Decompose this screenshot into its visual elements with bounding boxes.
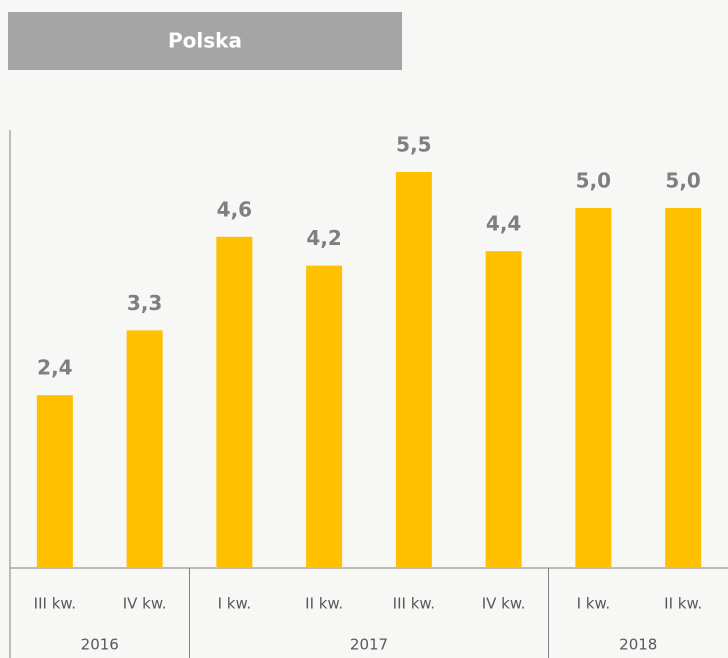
bar: [395, 172, 432, 568]
value-label: 4,2: [306, 226, 341, 250]
value-label: 4,4: [486, 212, 521, 236]
x-tick-label: IV kw.: [123, 595, 167, 613]
bar: [306, 265, 343, 568]
bar: [126, 330, 163, 568]
x-tick-label: I kw.: [218, 595, 252, 613]
title-box: [8, 12, 402, 70]
bar: [485, 251, 522, 568]
value-label: 2,4: [37, 356, 72, 380]
group-label: 2016: [81, 636, 119, 654]
group-label: 2018: [619, 636, 657, 654]
group-label: 2017: [350, 636, 388, 654]
chart-title: Polska: [168, 29, 242, 53]
value-label: 3,3: [127, 291, 162, 315]
value-label: 5,5: [396, 133, 431, 157]
bar: [665, 208, 702, 568]
x-tick-label: I kw.: [577, 595, 611, 613]
bar: [36, 395, 73, 568]
value-label: 5,0: [665, 169, 700, 193]
value-label: 5,0: [576, 169, 611, 193]
x-tick-label: II kw.: [664, 595, 702, 613]
value-label: 4,6: [217, 197, 252, 221]
x-tick-label: III kw.: [393, 595, 435, 613]
bar: [216, 236, 253, 569]
bar: [575, 208, 612, 568]
x-tick-label: IV kw.: [482, 595, 526, 613]
x-tick-label: II kw.: [305, 595, 343, 613]
x-tick-label: III kw.: [34, 595, 76, 613]
